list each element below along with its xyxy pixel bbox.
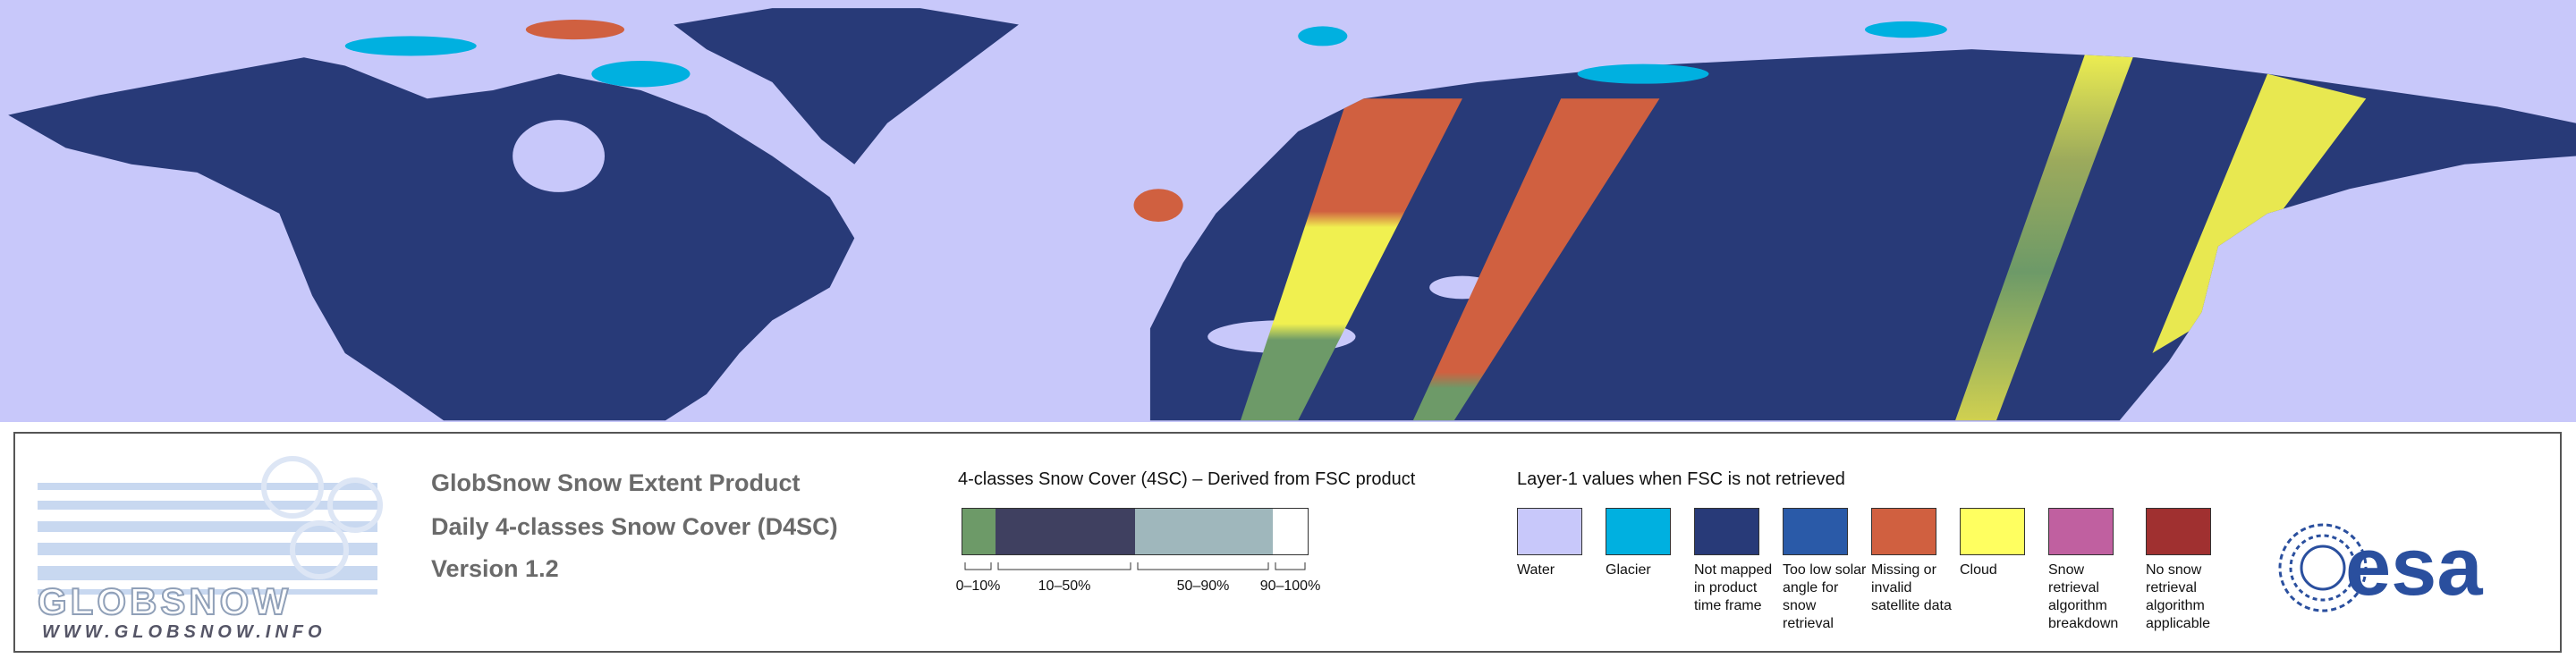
class-bracket (1275, 562, 1306, 570)
legend-panel: GLOBSNOW WWW.GLOBSNOW.INFO GlobSnow Snow… (13, 432, 2562, 653)
globsnow-logo: GLOBSNOW WWW.GLOBSNOW.INFO (37, 456, 383, 639)
layer1-label: Snow retrieval algorithm breakdown (2048, 562, 2119, 631)
class-swatch (996, 509, 1135, 554)
layer1-swatch (2146, 508, 2211, 555)
layer1-swatch (1517, 508, 1582, 555)
class-label: 0–10% (955, 578, 1001, 594)
layer1-swatch (2048, 508, 2114, 555)
class-swatch (1135, 509, 1273, 554)
snow-map (0, 0, 2576, 422)
layer1-swatch (1783, 508, 1848, 555)
layer1-label: Water (1517, 562, 1555, 578)
class-bracket (1137, 562, 1269, 570)
satellite-swaths (1240, 49, 2367, 421)
layer1-label: Glacier (1606, 562, 1651, 578)
layer1-label: Not mapped in product time frame (1694, 562, 1773, 613)
snow-cover-title: 4-classes Snow Cover (4SC) – Derived fro… (958, 469, 1416, 489)
layer1-title: Layer-1 values when FSC is not retrieved (1517, 469, 1845, 489)
snow-cover-bar (962, 508, 1309, 555)
layer1-swatch (1960, 508, 2025, 555)
class-label: 10–50% (1038, 578, 1091, 594)
layer1-label: Cloud (1960, 562, 1997, 578)
layer1-label: No snow retrieval algorithm applicable (2146, 562, 2211, 631)
logo-url: WWW.GLOBSNOW.INFO (42, 622, 326, 639)
logo-name: GLOBSNOW (38, 580, 292, 622)
class-swatch (1273, 509, 1308, 554)
class-brackets (964, 562, 1306, 570)
layer1-label: Missing or invalid satellite data (1871, 562, 1952, 613)
esa-name: esa (2345, 523, 2483, 612)
product-subtitle: Daily 4-classes Snow Cover (D4SC) (431, 513, 838, 540)
class-bracket (964, 562, 992, 570)
class-bracket (997, 562, 1131, 570)
esa-logo: esa (2278, 523, 2483, 612)
layer1-label: Too low solar angle for snow retrieval (1783, 562, 1867, 631)
product-title: GlobSnow Snow Extent Product (431, 469, 801, 496)
class-label: 50–90% (1176, 578, 1230, 594)
layer1-swatch (1606, 508, 1671, 555)
class-label: 90–100% (1259, 578, 1321, 594)
class-swatch (962, 509, 996, 554)
product-version: Version 1.2 (431, 555, 559, 582)
layer1-swatch (1871, 508, 1936, 555)
layer1-swatch (1694, 508, 1759, 555)
